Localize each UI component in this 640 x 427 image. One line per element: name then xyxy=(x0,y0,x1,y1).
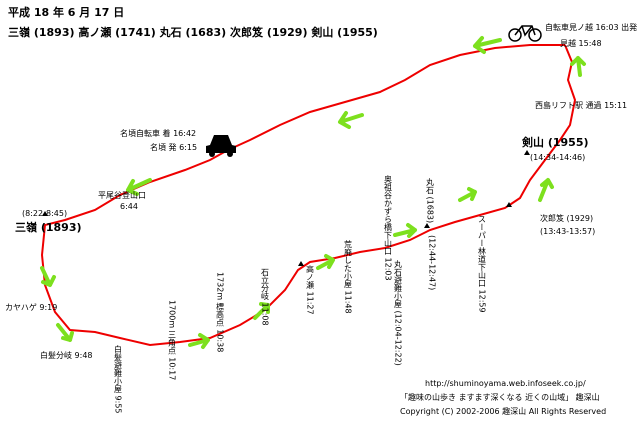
label: カヤハゲ 9:19 xyxy=(5,302,57,312)
label: 名頃 発 6:15 xyxy=(150,142,197,152)
vertical-label: (12:44-12:47) xyxy=(428,235,437,290)
vertical-label: 石立分岐 11:08 xyxy=(261,268,270,326)
label: 剣山 (1955) xyxy=(521,135,589,149)
label: (8:22-8:45) xyxy=(22,209,67,218)
route-line xyxy=(40,44,577,347)
car-icon xyxy=(206,135,236,157)
label: 西島リフト駅 通過 15:11 xyxy=(535,100,627,110)
vertical-label: 荒廃した小屋 11:48 xyxy=(344,239,353,314)
vertical-label: スーパー林道下山口 12:59 xyxy=(478,215,487,313)
vertical-label: 丸石避難小屋 (12:04-12:22) xyxy=(394,259,403,366)
label: (14:34-14:46) xyxy=(530,153,585,162)
vertical-label: 白髪避難小屋 9:55 xyxy=(114,344,123,413)
footer-site: 「趣味の山歩き ますます深くなる 近くの山域」 趣深山 xyxy=(400,392,600,402)
footer-copyright: Copyright (C) 2002-2006 趣深山 All Rights R… xyxy=(400,406,606,416)
vertical-label: 高ノ瀬 11:27 xyxy=(306,264,315,315)
vertical-label: 1732m 標高点 10:38 xyxy=(216,272,225,352)
vertical-label: 奥祖谷かずら橋下山口 12:03 xyxy=(384,174,393,281)
label: (13:43-13:57) xyxy=(540,227,595,236)
label: 次郎笈 (1929) xyxy=(540,213,593,223)
label: 名頃自転車 着 16:42 xyxy=(120,128,196,138)
summits: 三嶺 (1893) 高ノ瀬 (1741) 丸石 (1683) 次郎笈 (1929… xyxy=(8,25,378,39)
summit-markers xyxy=(42,150,530,266)
title: 平成 18 年 6 月 17 日 xyxy=(8,5,124,19)
label: 見越 15:48 xyxy=(560,38,602,48)
label: 白髪分岐 9:48 xyxy=(40,350,93,360)
direction-arrows xyxy=(40,36,586,349)
label: 6:44 xyxy=(120,202,138,211)
footer-url: http://shuminoyama.web.infoseek.co.jp/ xyxy=(425,379,586,388)
bicycle-icon xyxy=(508,25,542,42)
label: 三嶺 (1893) xyxy=(15,220,82,234)
label: 自転車見ノ越 16:03 出発 xyxy=(545,22,637,32)
vertical-label: 丸石 (1683) xyxy=(426,177,435,223)
label: 平尾谷登山口 xyxy=(98,190,146,200)
vertical-label: 1700m 三角点 10:17 xyxy=(168,300,177,380)
